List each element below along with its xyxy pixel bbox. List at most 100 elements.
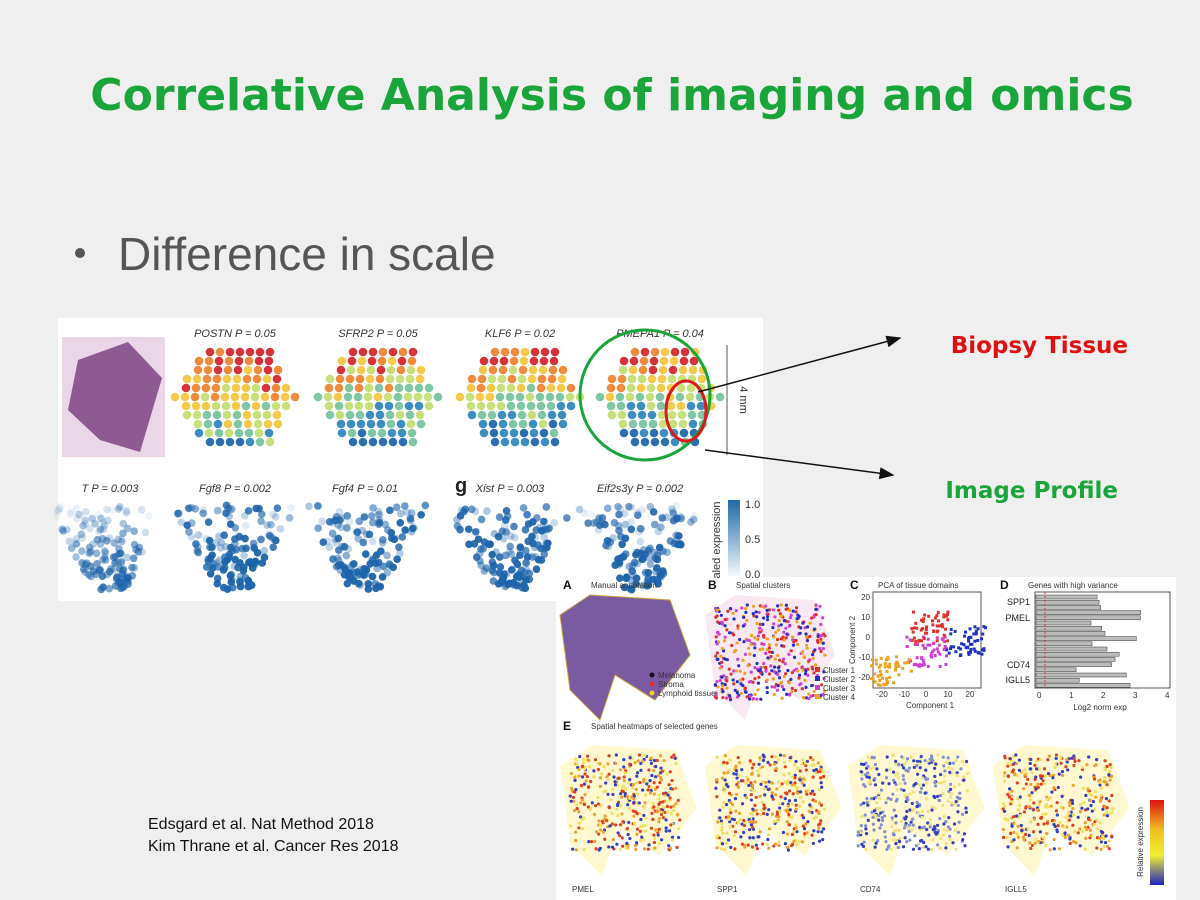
- spot: [219, 566, 228, 574]
- spot: [580, 817, 584, 822]
- spot: [586, 758, 590, 762]
- point: [879, 673, 883, 677]
- point: [871, 677, 875, 681]
- spot: [1003, 754, 1007, 758]
- spot: [652, 833, 656, 837]
- spot: [657, 797, 661, 801]
- spot: [676, 383, 686, 393]
- point: [921, 620, 925, 624]
- spot: [936, 794, 940, 798]
- spot: [773, 615, 777, 619]
- spot: [920, 776, 925, 780]
- spot: [794, 688, 798, 693]
- spot: [737, 664, 741, 668]
- spot: [768, 763, 772, 767]
- spot: [615, 558, 624, 567]
- spot: [1071, 823, 1075, 827]
- spot: [386, 365, 396, 375]
- point: [885, 679, 889, 683]
- spot: [804, 822, 808, 826]
- spot: [410, 523, 418, 532]
- spot: [466, 383, 476, 393]
- spot: [1083, 825, 1087, 829]
- spot: [1064, 815, 1068, 819]
- point: [893, 668, 897, 672]
- spot: [111, 552, 120, 561]
- spot: [348, 347, 358, 357]
- spot: [538, 419, 548, 429]
- x-tick-label: 10: [944, 690, 953, 699]
- spot: [613, 823, 618, 827]
- spot: [619, 804, 623, 808]
- spot: [569, 799, 573, 803]
- spot: [272, 410, 282, 420]
- spot: [257, 517, 265, 525]
- spot: [204, 356, 214, 366]
- spot: [790, 832, 795, 837]
- spot: [793, 784, 797, 788]
- spot: [628, 561, 637, 570]
- spot: [573, 790, 577, 794]
- spot: [777, 676, 782, 680]
- spot: [814, 767, 819, 772]
- spot: [807, 692, 811, 696]
- spot: [901, 845, 906, 849]
- spot: [193, 365, 203, 375]
- spot: [124, 574, 132, 582]
- spot: [213, 419, 223, 429]
- spot: [1105, 806, 1109, 810]
- spot: [595, 392, 605, 402]
- spot: [141, 528, 150, 537]
- spot: [639, 825, 643, 829]
- spot: [1043, 774, 1047, 778]
- spot: [129, 554, 138, 563]
- spot: [1089, 833, 1093, 838]
- spot: [530, 437, 540, 447]
- spot: [1083, 847, 1087, 851]
- spot: [99, 583, 107, 592]
- spot: [733, 797, 738, 801]
- spot: [944, 846, 948, 850]
- spot: [776, 666, 780, 670]
- spot: [894, 838, 899, 843]
- spot: [1079, 775, 1083, 779]
- spot: [56, 504, 64, 512]
- spot: [1095, 818, 1099, 822]
- spot: [723, 635, 727, 639]
- spot: [755, 697, 759, 701]
- spot: [540, 517, 548, 526]
- spot: [581, 761, 586, 765]
- spot: [1006, 792, 1010, 797]
- spot: [788, 616, 793, 620]
- spot: [676, 401, 686, 411]
- spot: [1105, 764, 1109, 768]
- spot: [743, 690, 748, 694]
- spot: [672, 804, 676, 808]
- spot: [741, 658, 745, 663]
- spot: [649, 788, 653, 793]
- spot: [629, 428, 639, 438]
- spot: [606, 401, 616, 411]
- spot: [114, 535, 123, 544]
- spot: [260, 546, 269, 555]
- spot: [797, 840, 801, 844]
- spot: [773, 755, 778, 759]
- spot: [898, 836, 902, 841]
- spot: [782, 754, 786, 758]
- spot: [625, 841, 629, 845]
- spot: [736, 785, 741, 789]
- spot: [1053, 762, 1057, 766]
- spot: [879, 811, 883, 815]
- spot: [496, 401, 506, 411]
- spot: [1098, 783, 1102, 787]
- spot: [601, 830, 605, 834]
- spot: [722, 800, 726, 805]
- spot: [344, 545, 353, 553]
- spot: [775, 637, 780, 642]
- spot: [654, 527, 663, 536]
- spot: [795, 791, 800, 795]
- spot: [767, 827, 772, 831]
- spot: [1017, 803, 1022, 808]
- spot: [328, 529, 337, 538]
- spot: [866, 771, 870, 775]
